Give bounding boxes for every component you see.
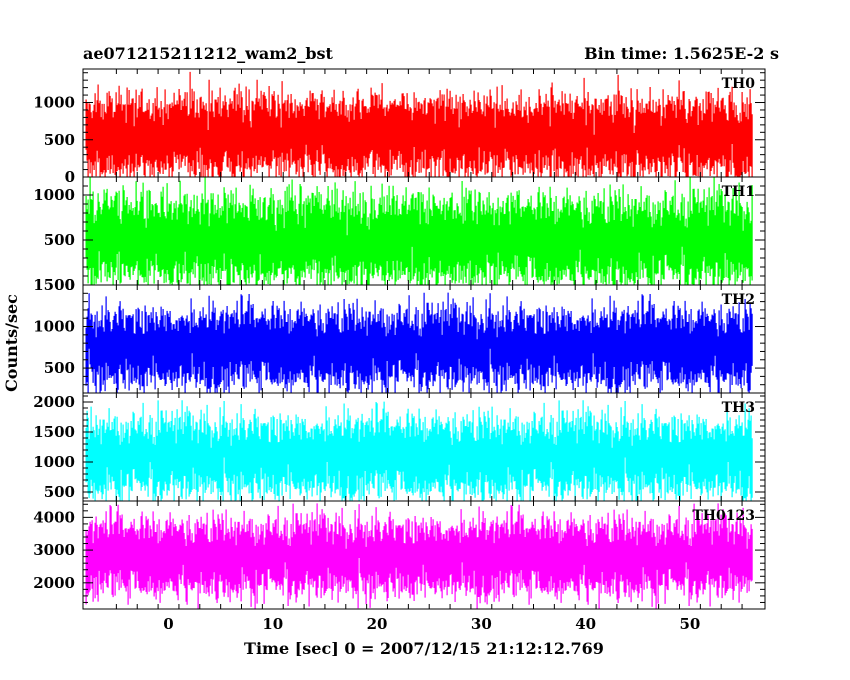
y-tick-label: 1500 (33, 276, 75, 294)
y-tick-label: 1000 (33, 186, 75, 204)
panel-th3: 500 1000 1500 2000 TH3 (33, 392, 766, 502)
y-tick-label: 2000 (33, 574, 75, 592)
y-tick-label: 1000 (33, 453, 75, 471)
y-tick-label: 0 (65, 168, 75, 186)
panel-th1: 0 500 1000 TH1 (33, 176, 766, 294)
panel-th0: 0 500 1000 TH0 (33, 68, 766, 186)
y-tick-label: 1000 (33, 94, 75, 112)
series-th3 (85, 400, 753, 501)
y-tick-label: 1500 (33, 423, 75, 441)
x-tick-label: 20 (367, 615, 388, 633)
x-axis-title: Time [sec] 0 = 2007/12/15 21:12:12.769 (244, 639, 604, 658)
series-th0123 (85, 503, 753, 609)
panel-label-th1: TH1 (722, 184, 755, 200)
y-tick-label: 1000 (33, 318, 75, 336)
y-tick-label: 2000 (33, 393, 75, 411)
y-tick-label: 0 (65, 276, 75, 294)
y-tick-label: 500 (44, 359, 75, 377)
series-th2 (85, 292, 753, 393)
y-tick-label: 500 (44, 131, 75, 149)
panel-label-th0: TH0 (722, 76, 756, 92)
panel-frame (82, 500, 766, 610)
panel-label-th2: TH2 (722, 292, 755, 308)
panel-label-th3: TH3 (722, 400, 755, 416)
panel-th2: 500 1000 1500 TH2 (33, 276, 766, 394)
chart-title-right: Bin time: 1.5625E-2 s (584, 44, 779, 63)
y-tick-label: 500 (44, 483, 75, 501)
y-tick-label: 4000 (33, 508, 75, 526)
x-tick-label: 30 (471, 615, 492, 633)
series-th0 (85, 71, 753, 177)
x-tick-label: 10 (262, 615, 283, 633)
panel-th0123: 2000 3000 4000 TH0123 (33, 500, 766, 610)
chart-title-left: ae071215211212_wam2_bst (83, 44, 334, 63)
y-axis-title: Counts/sec (2, 294, 21, 392)
panel-label-th0123: TH0123 (692, 508, 755, 524)
series-th1 (85, 177, 753, 285)
y-tick-label: 3000 (33, 541, 75, 559)
x-tick-label: 50 (679, 615, 700, 633)
x-tick-label: 0 (163, 615, 173, 633)
x-tick-label: 40 (575, 615, 596, 633)
y-tick-label: 500 (44, 231, 75, 249)
